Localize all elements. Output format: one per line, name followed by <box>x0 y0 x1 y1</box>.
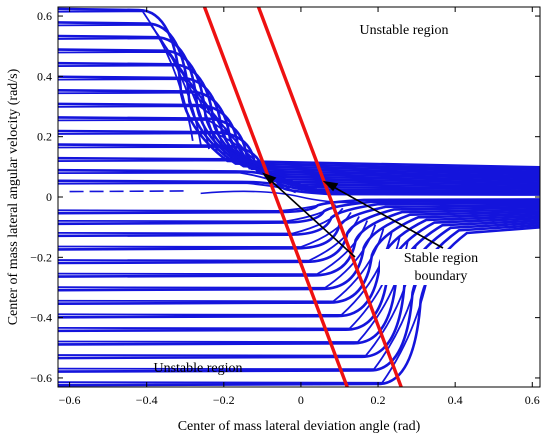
annotation-arrows <box>261 172 444 258</box>
trajectory-line-inner <box>58 248 426 371</box>
stability-boundary-line <box>202 7 349 387</box>
y-axis-ticks: −0.6 −0.4 −0.2 0 0.2 0.4 0.6 <box>30 9 540 385</box>
trajectory-line <box>58 48 540 176</box>
trajectory-line-inner <box>58 232 393 316</box>
y-tick-label: 0.2 <box>37 130 52 144</box>
x-tick-label: −0.2 <box>213 393 235 407</box>
trajectory-line <box>58 226 540 387</box>
y-tick-label: −0.2 <box>30 250 52 264</box>
y-axis-title: Center of mass lateral angular velocity … <box>6 68 21 325</box>
y-tick-label: −0.6 <box>30 371 52 385</box>
x-axis-title: Center of mass lateral deviation angle (… <box>178 419 421 434</box>
arrow-to-left-boundary <box>267 177 356 258</box>
trajectory-line-inner <box>58 23 202 146</box>
trajectory-line <box>58 223 540 373</box>
x-tick-label: 0.2 <box>371 393 386 407</box>
annotation-stable-line1: Stable region <box>404 251 478 266</box>
annotation-unstable-bottom: Unstable region <box>153 361 242 376</box>
trajectory-line-inner <box>58 118 259 174</box>
annotation-stable-background <box>380 249 502 285</box>
y-tick-label: 0 <box>46 190 52 204</box>
x-tick-label: 0.6 <box>525 393 540 407</box>
stability-boundary-layer <box>202 7 403 387</box>
trajectory-dashed-left <box>69 190 186 193</box>
y-tick-label: 0.6 <box>37 9 52 23</box>
trajectory-line-inner <box>58 228 385 303</box>
trajectory-line-inner <box>58 200 330 212</box>
trajectory-line <box>58 7 540 169</box>
trajectory-layer <box>58 7 540 387</box>
x-tick-label: −0.6 <box>59 393 81 407</box>
trajectory-line-inner <box>58 207 344 235</box>
trajectory-line <box>58 221 540 360</box>
x-tick-label: 0 <box>298 393 304 407</box>
annotation-unstable-top: Unstable region <box>359 23 448 38</box>
x-axis-ticks: −0.6 −0.4 −0.2 0 0.2 0.4 0.6 <box>59 7 540 407</box>
arrowhead-right-boundary <box>322 180 339 192</box>
stability-boundary-line <box>256 7 403 387</box>
trajectory-line <box>58 21 540 171</box>
arrowhead-left-boundary <box>261 172 277 185</box>
trajectory-dashed-right <box>408 191 540 195</box>
trajectory-line-inner <box>58 220 369 276</box>
trajectory-line-inner <box>58 216 360 262</box>
x-tick-label: −0.4 <box>136 393 158 407</box>
annotation-stable-line2: boundary <box>415 269 468 284</box>
y-tick-label: 0.4 <box>37 69 52 83</box>
y-tick-label: −0.4 <box>30 311 52 325</box>
arrow-to-right-boundary <box>329 184 444 249</box>
trajectory-line-inner <box>58 182 297 194</box>
trajectory-line <box>58 34 540 173</box>
x-tick-label: 0.4 <box>448 393 463 407</box>
trajectory-line-inner <box>58 51 219 154</box>
